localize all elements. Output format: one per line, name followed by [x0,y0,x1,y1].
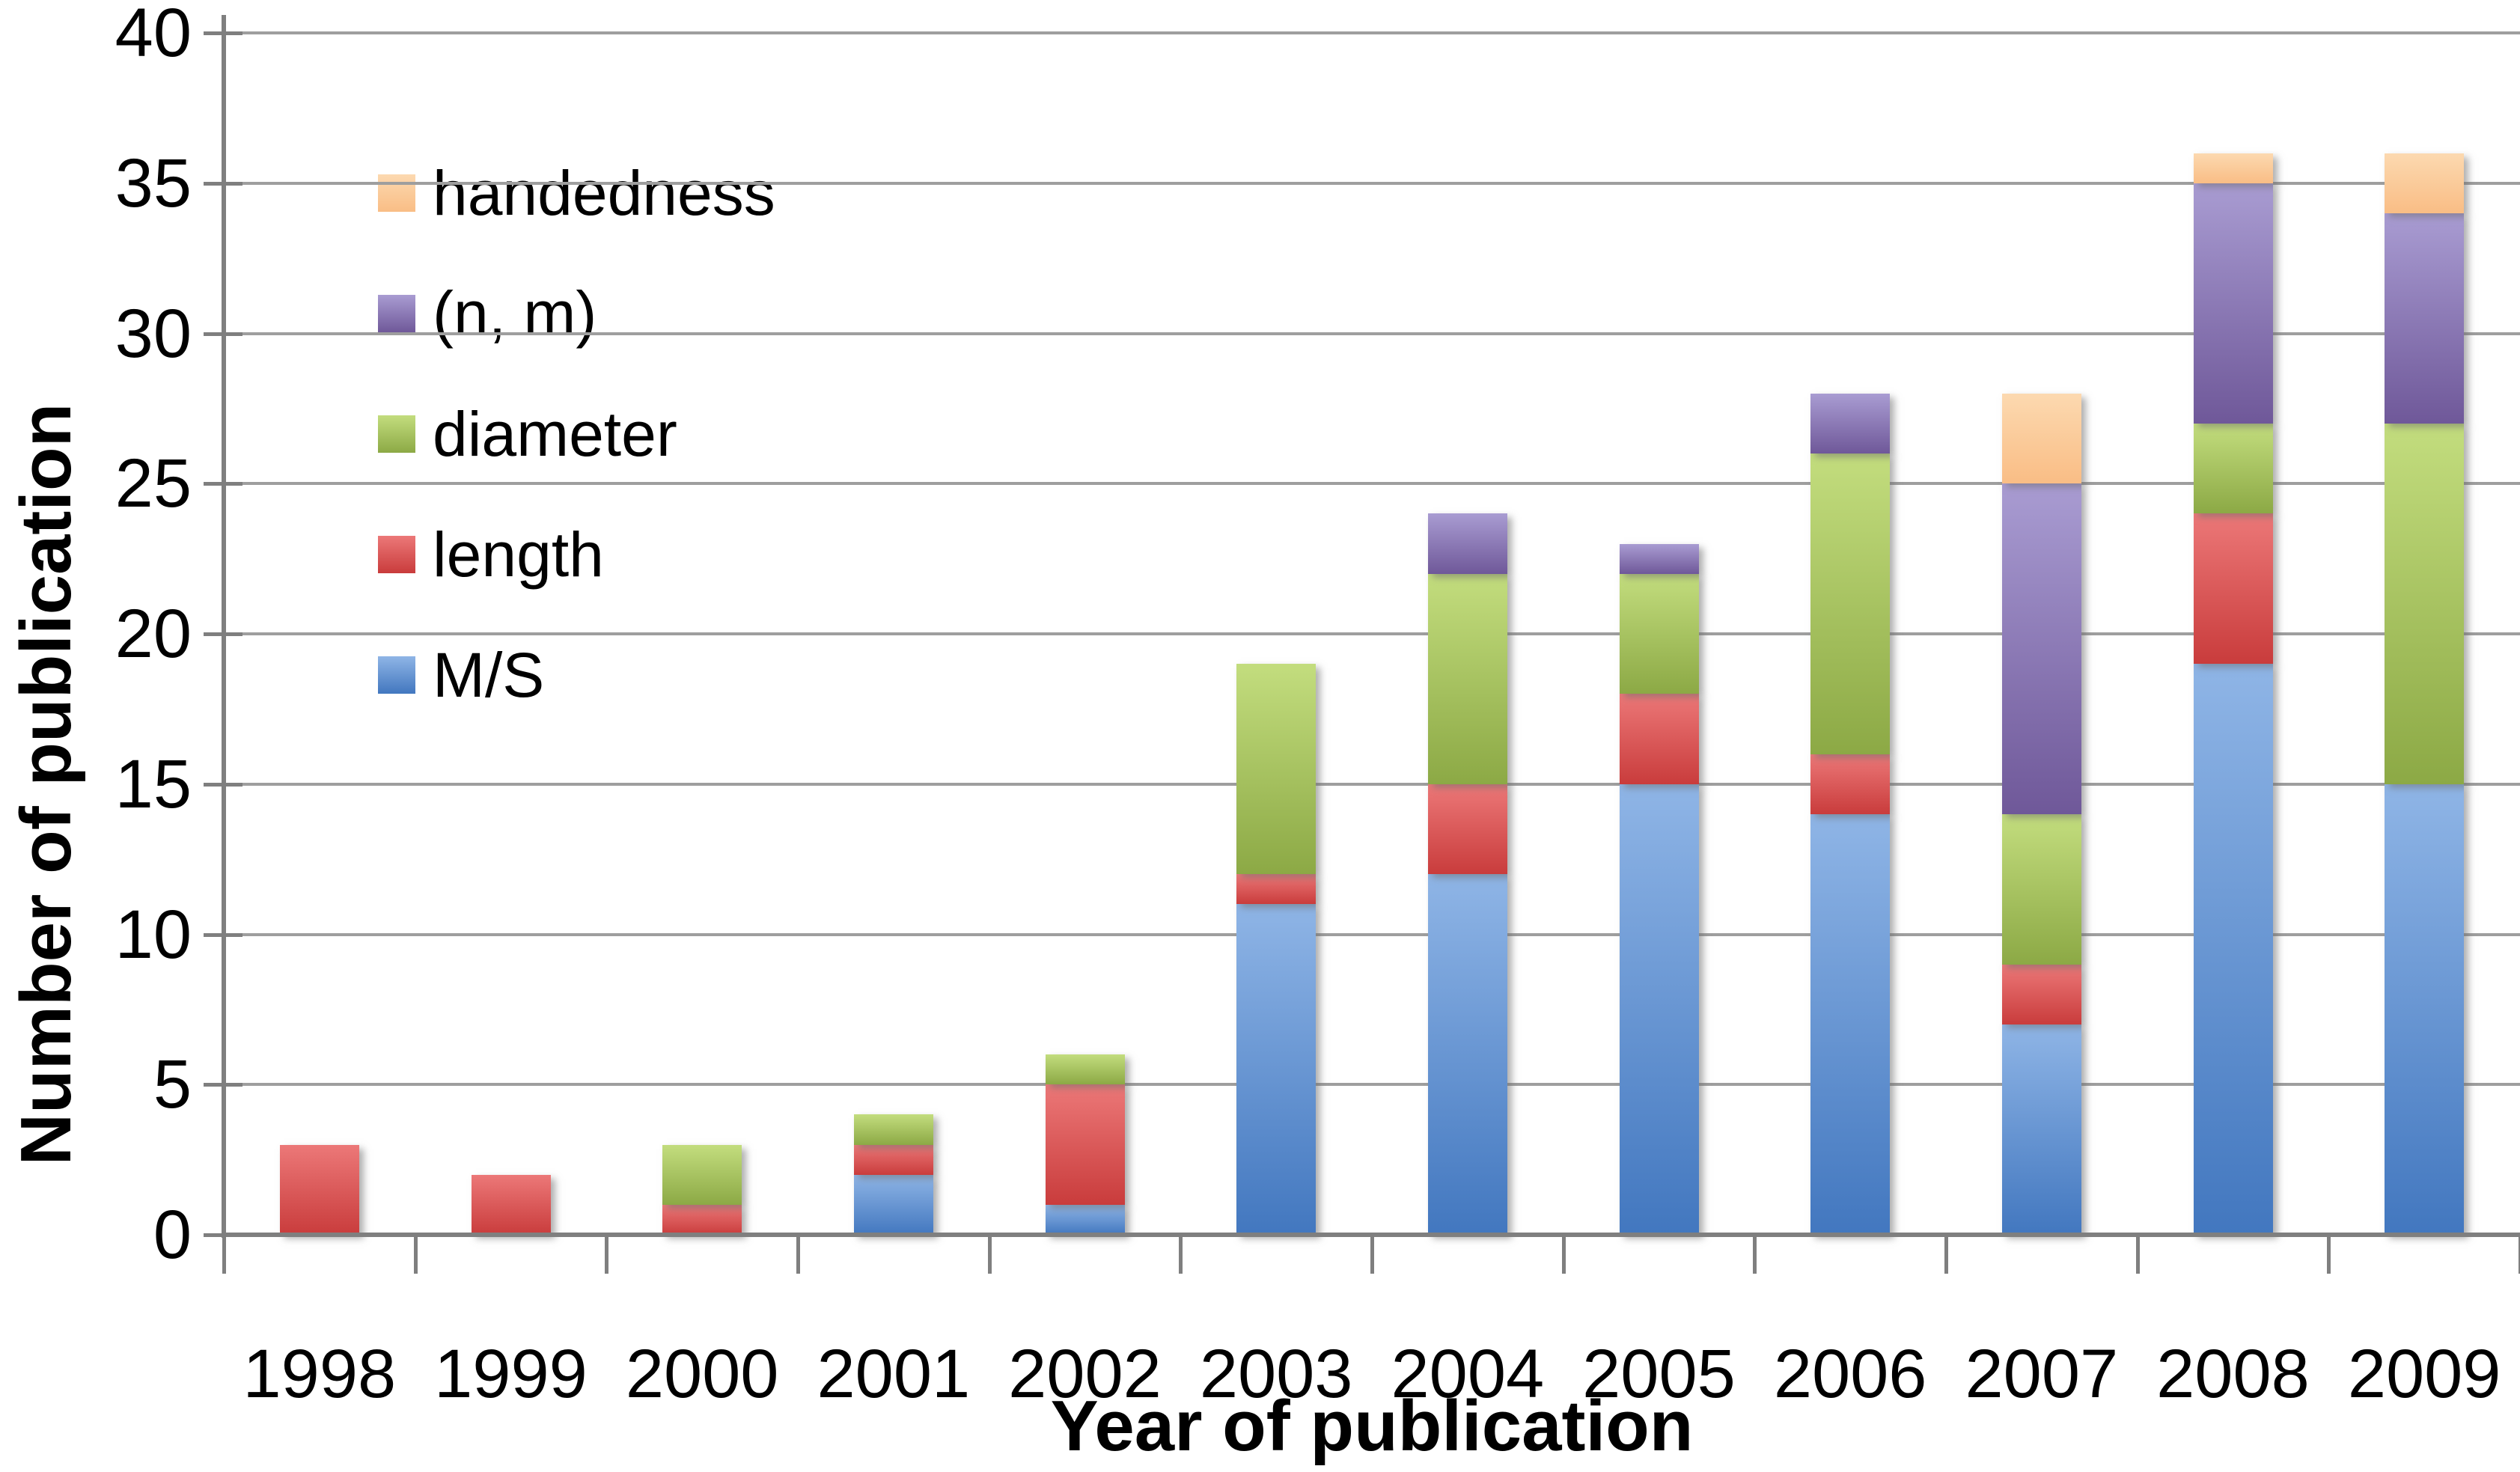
x-axis-title: Year of publication [1050,1386,1694,1466]
bar-segment-length-1998 [279,1144,359,1235]
y-tick-label-25: 25 [115,445,192,522]
x-tick-11 [2327,1235,2331,1274]
bar-segment--n-m--2004 [1427,513,1507,574]
bar-segment-diameter-2009 [2385,423,2465,784]
x-axis-line [222,1233,2520,1237]
x-tick-9 [1944,1235,1948,1274]
x-tick-label-2005: 2005 [1582,1336,1736,1412]
legend-label: length [433,519,604,590]
x-tick-label-2001: 2001 [817,1336,971,1412]
y-tick-label-35: 35 [115,144,192,222]
bar-segment--n-m--2007 [2001,483,2081,814]
bar-segment-m-s-2002 [1045,1204,1125,1235]
gridline-5 [226,1083,2520,1087]
bar-segment-handedness-2007 [2001,393,2081,484]
x-tick-label-2002: 2002 [1008,1336,1162,1412]
gridline-40 [226,31,2520,34]
legend-swatch-icon [378,536,415,573]
x-tick-label-2009: 2009 [2347,1336,2501,1412]
legend-label: (n, m) [433,278,597,349]
bar-segment-length-2004 [1427,784,1507,875]
bar-segment-m-s-2004 [1427,874,1507,1235]
bar-segment-m-s-2005 [1619,784,1699,1235]
bar-segment-length-2003 [1236,874,1317,905]
x-tick-label-1999: 1999 [434,1336,588,1412]
y-tick-label-5: 5 [153,1046,192,1123]
bar-segment-diameter-2000 [662,1144,742,1205]
bar-segment-length-2002 [1045,1084,1125,1205]
bar-segment-m-s-2007 [2001,1024,2081,1235]
y-tick-label-0: 0 [153,1197,192,1273]
x-tick-0 [222,1235,226,1274]
legend-label: diameter [433,399,677,469]
x-tick-label-2007: 2007 [1965,1336,2119,1412]
legend-swatch-icon [378,656,415,694]
x-tick-label-2004: 2004 [1391,1336,1545,1412]
bar-segment-length-2001 [853,1144,933,1175]
bar-segment-m-s-2008 [2193,664,2273,1235]
bar-segment-diameter-2008 [2193,423,2273,514]
bar-segment--n-m--2008 [2193,183,2273,424]
bar-segment-length-1999 [471,1174,551,1235]
bar-segment-length-2007 [2001,964,2081,1024]
x-tick-4 [987,1235,992,1274]
x-tick-label-2008: 2008 [2156,1336,2310,1412]
bar-segment--n-m--2006 [1810,393,1891,454]
bar-segment-length-2006 [1810,754,1891,814]
bar-segment-m-s-2009 [2385,784,2465,1235]
legend-label: M/S [433,640,545,710]
legend-swatch-icon [378,174,415,212]
bar-segment-m-s-2003 [1236,904,1317,1235]
bar-segment-m-s-2006 [1810,813,1891,1235]
y-tick-label-40: 40 [115,0,192,71]
bar-segment-length-2000 [662,1204,742,1235]
y-tick-label-15: 15 [115,745,192,822]
bar-segment-diameter-2004 [1427,573,1507,784]
x-tick-8 [1753,1235,1757,1274]
x-tick-label-2006: 2006 [1773,1336,1927,1412]
gridline-20 [226,632,2520,635]
y-tick-label-30: 30 [115,295,192,372]
gridline-35 [226,181,2520,185]
x-tick-7 [1561,1235,1566,1274]
y-tick-label-10: 10 [115,896,192,973]
legend-swatch-icon [378,415,415,453]
x-tick-label-2003: 2003 [1199,1336,1353,1412]
bar-segment-handedness-2008 [2193,153,2273,183]
x-tick-label-2000: 2000 [625,1336,779,1412]
bar-segment-diameter-2001 [853,1114,933,1145]
bar-segment-length-2005 [1619,694,1699,784]
legend-label: handedness [433,158,775,228]
bar-segment-length-2008 [2193,513,2273,665]
x-tick-label-1998: 1998 [242,1336,397,1412]
x-tick-2 [605,1235,609,1274]
bar-segment-diameter-2007 [2001,813,2081,965]
x-tick-3 [796,1235,800,1274]
x-tick-6 [1370,1235,1374,1274]
x-tick-1 [413,1235,418,1274]
x-tick-12 [2519,1235,2520,1274]
gridline-15 [226,782,2520,786]
bar-segment-m-s-2001 [853,1174,933,1235]
gridline-10 [226,932,2520,936]
y-axis-line [222,15,226,1238]
bar-segment-handedness-2009 [2385,153,2465,213]
bar-segment--n-m--2005 [1619,543,1699,574]
bar-segment-diameter-2005 [1619,573,1699,694]
bar-segment--n-m--2009 [2385,213,2465,424]
bar-segment-diameter-2002 [1045,1054,1125,1085]
gridline-25 [226,482,2520,486]
legend-swatch-icon [378,295,415,332]
bar-segment-diameter-2006 [1810,453,1891,754]
x-tick-5 [1179,1235,1183,1274]
y-tick-label-20: 20 [115,596,192,672]
x-tick-10 [2135,1235,2140,1274]
bar-segment-diameter-2003 [1236,664,1317,875]
gridline-30 [226,332,2520,335]
